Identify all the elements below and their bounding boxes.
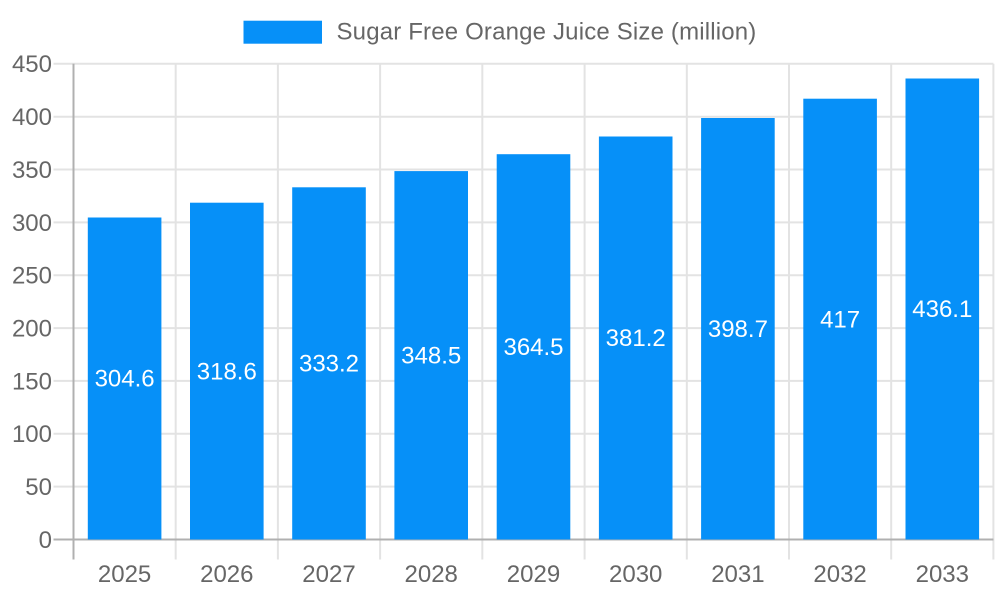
svg-text:2029: 2029 [507, 561, 560, 588]
svg-text:2033: 2033 [916, 561, 969, 588]
svg-text:2032: 2032 [813, 561, 866, 588]
svg-text:400: 400 [12, 104, 52, 131]
svg-text:381.2: 381.2 [606, 325, 666, 352]
svg-text:200: 200 [12, 316, 52, 343]
svg-text:250: 250 [12, 263, 52, 290]
svg-text:318.6: 318.6 [197, 358, 257, 385]
svg-text:2030: 2030 [609, 561, 662, 588]
svg-text:333.2: 333.2 [299, 351, 359, 378]
svg-text:450: 450 [12, 51, 52, 78]
svg-text:350: 350 [12, 157, 52, 184]
svg-text:150: 150 [12, 368, 52, 395]
svg-text:2031: 2031 [711, 561, 764, 588]
svg-text:304.6: 304.6 [95, 366, 155, 393]
svg-text:100: 100 [12, 421, 52, 448]
svg-text:398.7: 398.7 [708, 316, 768, 343]
svg-text:417: 417 [820, 306, 860, 333]
svg-text:50: 50 [25, 474, 52, 501]
svg-text:300: 300 [12, 210, 52, 237]
svg-text:2028: 2028 [405, 561, 458, 588]
svg-text:Sugar Free Orange Juice Size (: Sugar Free Orange Juice Size (million) [337, 19, 757, 46]
svg-text:2027: 2027 [302, 561, 355, 588]
svg-text:436.1: 436.1 [912, 296, 972, 323]
svg-text:2026: 2026 [200, 561, 253, 588]
svg-text:2025: 2025 [98, 561, 151, 588]
svg-text:0: 0 [39, 527, 52, 554]
svg-text:348.5: 348.5 [401, 343, 461, 370]
svg-text:364.5: 364.5 [503, 334, 563, 361]
